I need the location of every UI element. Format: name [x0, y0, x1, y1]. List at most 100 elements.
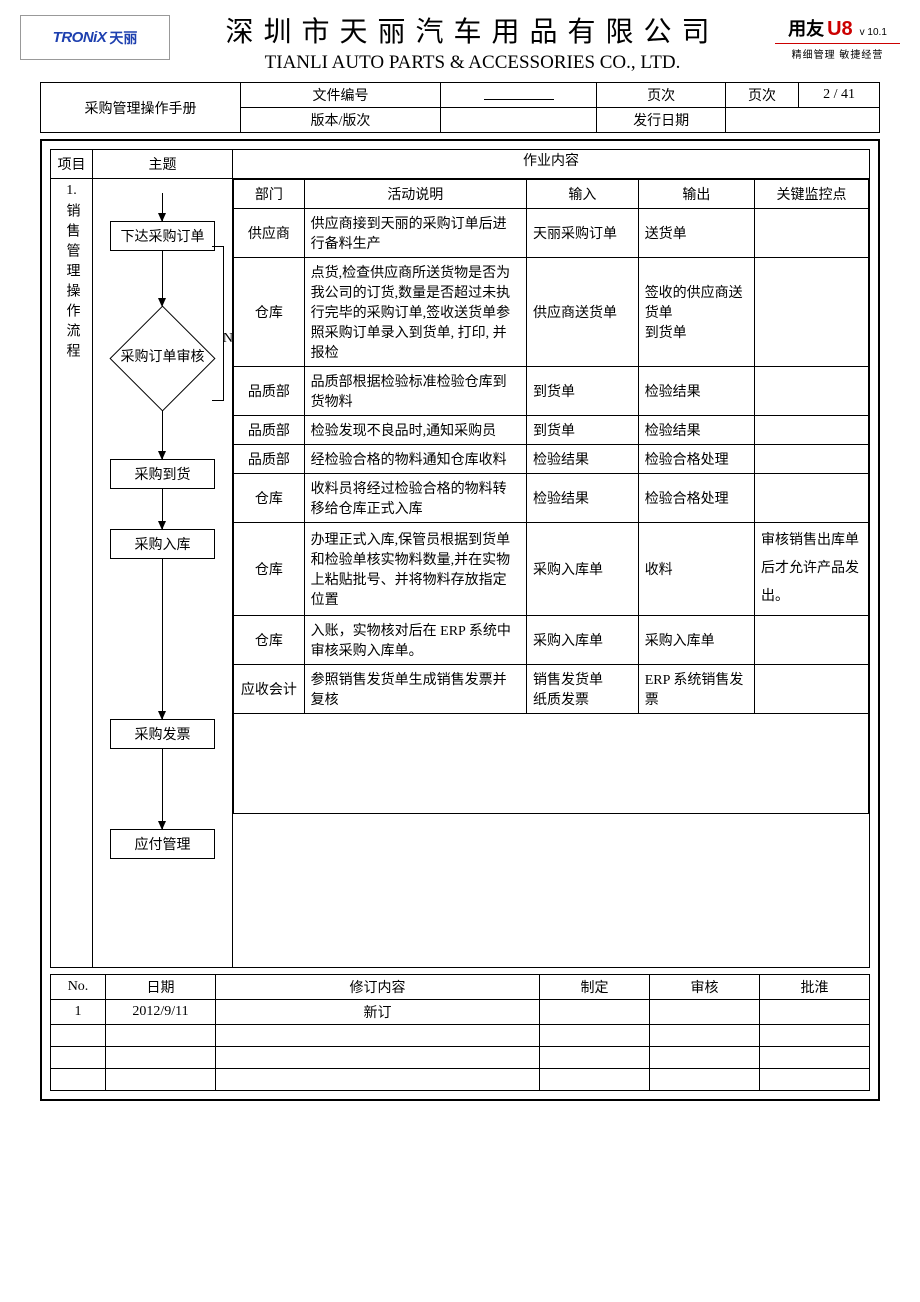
activity-row: 仓库收料员将经过检验合格的物料转移给仓库正式入库检验结果检验合格处理	[234, 474, 869, 523]
revision-row	[51, 1069, 870, 1091]
cell-output: 检验结果	[638, 416, 754, 445]
cell-keypoint	[754, 258, 868, 367]
revision-row	[51, 1047, 870, 1069]
revision-table: No. 日期 修订内容 制定 审核 批淮 12012/9/11新订	[50, 974, 870, 1091]
meta-l4: 2 / 41	[799, 83, 880, 108]
cell-output: 签收的供应商送货单 到货单	[638, 258, 754, 367]
badge-divider	[775, 43, 900, 44]
flowchart-cell: 下达采购订单 采购订单审核 N Y 采购到货 采购入库 采购发票	[93, 179, 233, 968]
cell-input: 天丽采购订单	[526, 209, 638, 258]
rev-cell-check	[650, 1025, 760, 1047]
rev-cell-no	[51, 1047, 106, 1069]
cell-dept: 仓库	[234, 616, 305, 665]
rev-cell-date: 2012/9/11	[106, 1000, 216, 1025]
flow-box-arrival: 采购到货	[110, 459, 215, 489]
cell-dept: 仓库	[234, 474, 305, 523]
activity-row: 品质部品质部根据检验标准检验仓库到货物料到货单检验结果	[234, 367, 869, 416]
cell-dept: 品质部	[234, 416, 305, 445]
revision-header-row: No. 日期 修订内容 制定 审核 批淮	[51, 975, 870, 1000]
content-detail-cell: 部门 活动说明 输入 输出 关键监控点 供应商供应商接到天丽的采购订单后进行备料…	[233, 179, 870, 968]
cell-output: 检验合格处理	[638, 474, 754, 523]
col-dept: 部门	[234, 180, 305, 209]
badge-product: U8	[827, 18, 853, 41]
cell-activity: 办理正式入库,保管员根据到货单和检验单核实物料数量,并在实物上粘贴批号、并将物料…	[304, 523, 526, 616]
activity-row: 供应商供应商接到天丽的采购订单后进行备料生产天丽采购订单送货单	[234, 209, 869, 258]
meta-l7: 发行日期	[597, 108, 726, 133]
doc-name-cell: 采购管理操作手册	[41, 83, 241, 133]
flow-loop-line	[212, 246, 224, 401]
cell-activity: 品质部根据检验标准检验仓库到货物料	[304, 367, 526, 416]
cell-output: 检验合格处理	[638, 445, 754, 474]
rev-col-approve: 批淮	[760, 975, 870, 1000]
flow-box-order: 下达采购订单	[110, 221, 215, 251]
rev-col-date: 日期	[106, 975, 216, 1000]
rev-cell-content: 新订	[216, 1000, 540, 1025]
activity-row: 品质部经检验合格的物料通知仓库收料检验结果检验合格处理	[234, 445, 869, 474]
activity-row: 应收会计参照销售发货单生成销售发票并复核销售发货单 纸质发票ERP 系统销售发票	[234, 665, 869, 714]
cell-input: 采购入库单	[526, 523, 638, 616]
rev-cell-content	[216, 1047, 540, 1069]
rev-cell-date	[106, 1047, 216, 1069]
cell-input: 采购入库单	[526, 616, 638, 665]
flow-decision-text: 采购订单审核	[110, 306, 215, 411]
flow-arrow	[162, 193, 163, 221]
rev-cell-make	[540, 1069, 650, 1091]
rev-cell-no	[51, 1025, 106, 1047]
company-title-en: TIANLI AUTO PARTS & ACCESSORIES CO., LTD…	[170, 52, 775, 74]
rev-cell-date	[106, 1025, 216, 1047]
cell-keypoint	[754, 416, 868, 445]
cell-keypoint	[754, 367, 868, 416]
rev-cell-approve	[760, 1047, 870, 1069]
section-cell: 1. 销售管理操作流程	[51, 179, 93, 968]
cell-activity: 收料员将经过检验合格的物料转移给仓库正式入库	[304, 474, 526, 523]
spacer-row	[234, 714, 869, 814]
revision-row: 12012/9/11新订	[51, 1000, 870, 1025]
flow-arrow	[162, 251, 163, 306]
flow-box-instock: 采购入库	[110, 529, 215, 559]
meta-l3: 页次	[725, 83, 798, 108]
rev-cell-check	[650, 1000, 760, 1025]
cell-activity: 供应商接到天丽的采购订单后进行备料生产	[304, 209, 526, 258]
cell-input: 到货单	[526, 367, 638, 416]
activity-row: 仓库点货,检查供应商所送货物是否为我公司的订货,数量是否超过未执行完毕的采购订单…	[234, 258, 869, 367]
logo-text-en: TRONiX	[53, 29, 107, 46]
rev-cell-content	[216, 1069, 540, 1091]
rev-cell-date	[106, 1069, 216, 1091]
badge-version: v 10.1	[860, 27, 887, 38]
cell-input: 销售发货单 纸质发票	[526, 665, 638, 714]
main-layout-table: 项目 主题 作业内容 1. 销售管理操作流程 下达采购订单 采购订单审核 N	[50, 149, 870, 968]
cell-dept: 品质部	[234, 445, 305, 474]
cell-input: 到货单	[526, 416, 638, 445]
rev-cell-approve	[760, 1025, 870, 1047]
cell-keypoint	[754, 209, 868, 258]
cell-dept: 供应商	[234, 209, 305, 258]
rev-cell-no	[51, 1069, 106, 1091]
rev-cell-approve	[760, 1000, 870, 1025]
company-logo: TRONiX 天丽	[20, 15, 170, 60]
rev-cell-check	[650, 1069, 760, 1091]
content-frame: 项目 主题 作业内容 1. 销售管理操作流程 下达采购订单 采购订单审核 N	[40, 139, 880, 1101]
cell-input: 供应商送货单	[526, 258, 638, 367]
cell-activity: 检验发现不良品时,通知采购员	[304, 416, 526, 445]
badge-slogan: 精细管理 敏捷经营	[775, 46, 900, 61]
rev-cell-approve	[760, 1069, 870, 1091]
title-block: 深圳市天丽汽车用品有限公司 TIANLI AUTO PARTS & ACCESS…	[170, 10, 775, 74]
cell-output: 收料	[638, 523, 754, 616]
cell-input: 检验结果	[526, 474, 638, 523]
header-project: 项目	[51, 150, 93, 179]
flow-arrow	[162, 749, 163, 829]
flow-box-payable: 应付管理	[110, 829, 215, 859]
activity-row: 品质部检验发现不良品时,通知采购员到货单检验结果	[234, 416, 869, 445]
cell-dept: 仓库	[234, 523, 305, 616]
flow-decision-wrap: 采购订单审核 N	[110, 306, 215, 411]
header-content: 作业内容	[233, 150, 870, 179]
activity-header-row: 部门 活动说明 输入 输出 关键监控点	[234, 180, 869, 209]
rev-col-no: No.	[51, 975, 106, 1000]
cell-output: 采购入库单	[638, 616, 754, 665]
activity-row: 仓库办理正式入库,保管员根据到货单和检验单核实物料数量,并在实物上粘贴批号、并将…	[234, 523, 869, 616]
logo-text-cn: 天丽	[109, 28, 137, 48]
rev-col-make: 制定	[540, 975, 650, 1000]
rev-col-check: 审核	[650, 975, 760, 1000]
cell-activity: 入账，实物核对后在 ERP 系统中审核采购入库单。	[304, 616, 526, 665]
activity-table: 部门 活动说明 输入 输出 关键监控点 供应商供应商接到天丽的采购订单后进行备料…	[233, 179, 869, 814]
